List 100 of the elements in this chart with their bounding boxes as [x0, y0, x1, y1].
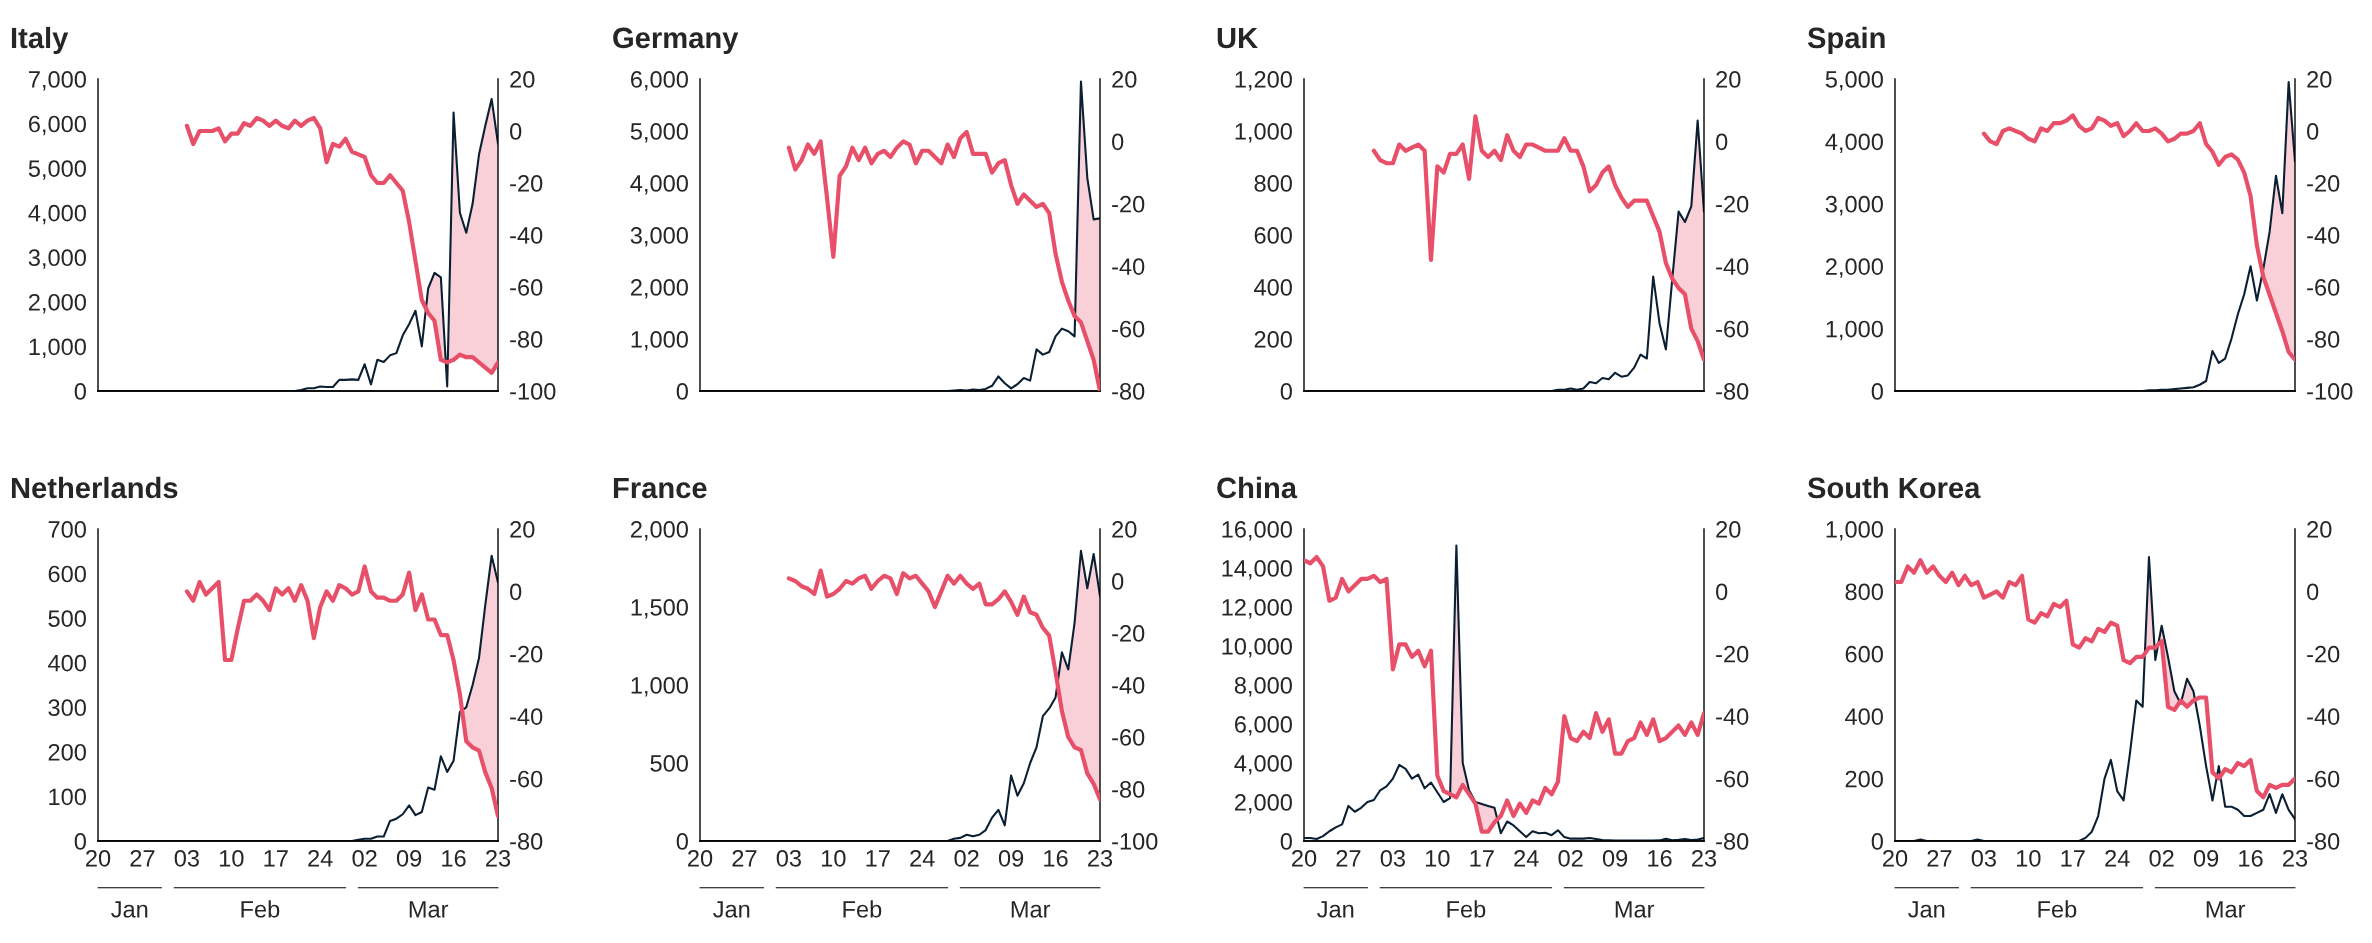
- text: Mar: [409, 901, 449, 918]
- x-tick-label: 20: [1883, 849, 1908, 867]
- x-tick-label: 27: [1336, 849, 1361, 867]
- y2-tick-label: 20: [510, 71, 535, 88]
- y2-tick-label: -60: [1112, 320, 1145, 338]
- x-tick-label: 09: [1602, 849, 1628, 867]
- text: Mar: [1011, 901, 1051, 918]
- y2-tick-label: 20: [510, 521, 535, 538]
- x-tick-label: 09: [2193, 849, 2219, 867]
- y-tick-label: 1,000: [1826, 521, 1883, 541]
- x-tick-label: 17: [866, 850, 890, 867]
- y-tick-label: 2,000: [631, 521, 688, 541]
- line-series: [1981, 113, 2295, 362]
- line-series: [786, 568, 1100, 802]
- y-tick-label: 3,000: [28, 249, 86, 269]
- y2-tick-label: -40: [1112, 677, 1145, 694]
- y2-tick-label: 0: [510, 583, 522, 601]
- x-tick-label: 03: [1971, 849, 1996, 867]
- y-tick-label: 300: [48, 699, 86, 717]
- y2-tick-label: 20: [1112, 71, 1137, 88]
- x-tick-label: 02: [1558, 849, 1583, 867]
- y2-tick-label: 0: [2307, 123, 2319, 140]
- x-tick-label: 10: [220, 849, 244, 867]
- x-tick-label: 20: [86, 849, 111, 867]
- y-tick-label: 5,000: [630, 123, 688, 143]
- y2-tick-label: 20: [1716, 71, 1741, 88]
- y-tick-label: 0: [676, 383, 688, 400]
- y2-tick-label: -100: [2307, 383, 2353, 400]
- y-tick-label: 5,000: [1825, 71, 1883, 91]
- text: Jan: [713, 901, 750, 918]
- y2-tick-label: -20: [1112, 195, 1145, 213]
- y-tick-label: 500: [650, 755, 688, 772]
- x-tick-label: 27: [130, 849, 155, 867]
- y-tick-label: 1,000: [1235, 123, 1292, 143]
- y2-tick-label: -100: [1112, 833, 1158, 850]
- line-series: [184, 564, 498, 819]
- y2-tick-label: 20: [2307, 71, 2332, 88]
- y-tick-label: 600: [1845, 645, 1883, 663]
- x-tick-label: 23: [2283, 849, 2308, 867]
- y2-tick-label: -60: [2307, 279, 2340, 296]
- x-tick-label: 23: [1088, 849, 1113, 867]
- x-tick-label: 17: [1470, 850, 1494, 867]
- y2-tick-label: 20: [2307, 521, 2332, 538]
- y-tick-label: 100: [49, 788, 86, 806]
- y2-tick-label: -20: [1716, 645, 1749, 663]
- y-tick-label: 2,000: [29, 293, 86, 314]
- y-tick-label: 12,000: [1222, 599, 1292, 619]
- y-tick-label: 800: [1254, 175, 1292, 192]
- y-tick-label: 6,000: [29, 115, 86, 136]
- y2-tick-label: -60: [2307, 770, 2340, 788]
- text: Feb: [241, 900, 280, 918]
- x-tick-label: 24: [308, 849, 333, 867]
- y2-tick-label: -80: [1112, 383, 1145, 400]
- chart-title: Spain: [1807, 26, 1885, 55]
- y-tick-label: 400: [48, 654, 86, 672]
- x-tick-label: 03: [1380, 849, 1405, 867]
- y-tick-label: 1,000: [1826, 320, 1883, 341]
- y-tick-label: 14,000: [1222, 560, 1292, 580]
- x-tick-label: 24: [910, 849, 935, 867]
- x-tick-label: 24: [2105, 849, 2130, 867]
- x-tick-label: 17: [2061, 850, 2085, 867]
- x-tick-label: 10: [2017, 849, 2041, 867]
- text: Jan: [111, 901, 148, 918]
- y-tick-label: 1,000: [29, 338, 86, 359]
- text: Jan: [1908, 901, 1945, 918]
- y-tick-label: 8,000: [1234, 677, 1292, 697]
- y2-tick-label: 0: [1112, 133, 1124, 151]
- x-tick-label: 02: [954, 849, 979, 867]
- y-tick-label: 600: [1254, 227, 1292, 244]
- text: Mar: [2206, 901, 2246, 918]
- y-tick-label: 600: [48, 565, 86, 583]
- y-tick-label: 800: [1845, 583, 1883, 601]
- y-tick-label: 0: [74, 833, 86, 850]
- x-tick-label: 03: [174, 849, 199, 867]
- y2-tick-label: -40: [510, 227, 543, 244]
- x-tick-label: 17: [264, 850, 288, 867]
- text: Feb: [1447, 900, 1486, 918]
- y2-tick-label: -40: [2307, 227, 2340, 244]
- y-tick-label: 16,000: [1222, 521, 1292, 541]
- text: Feb: [2038, 900, 2077, 918]
- y2-tick-label: -80: [1716, 383, 1749, 400]
- text: Feb: [843, 900, 882, 918]
- y-tick-label: 4,000: [28, 204, 86, 225]
- y2-tick-label: -60: [1716, 320, 1749, 338]
- chart-title: Netherlands: [11, 476, 178, 499]
- x-tick-label: 20: [1292, 849, 1317, 867]
- chart-title: China: [1217, 476, 1298, 499]
- x-tick-label: 27: [1927, 849, 1952, 867]
- y2-tick-label: -20: [510, 175, 543, 192]
- y2-tick-label: -80: [1716, 833, 1749, 850]
- y2-tick-label: 20: [1716, 521, 1741, 538]
- y2-tick-label: 0: [510, 123, 522, 140]
- y-tick-label: 2,000: [1235, 794, 1292, 814]
- y-tick-label: 0: [1280, 383, 1292, 400]
- y2-tick-label: -40: [1112, 258, 1145, 275]
- y-tick-label: 6,000: [1235, 716, 1292, 736]
- y-tick-label: 200: [48, 743, 86, 761]
- text: Mar: [1615, 901, 1655, 918]
- y-tick-label: 200: [1845, 770, 1883, 788]
- y2-tick-label: -60: [510, 279, 543, 296]
